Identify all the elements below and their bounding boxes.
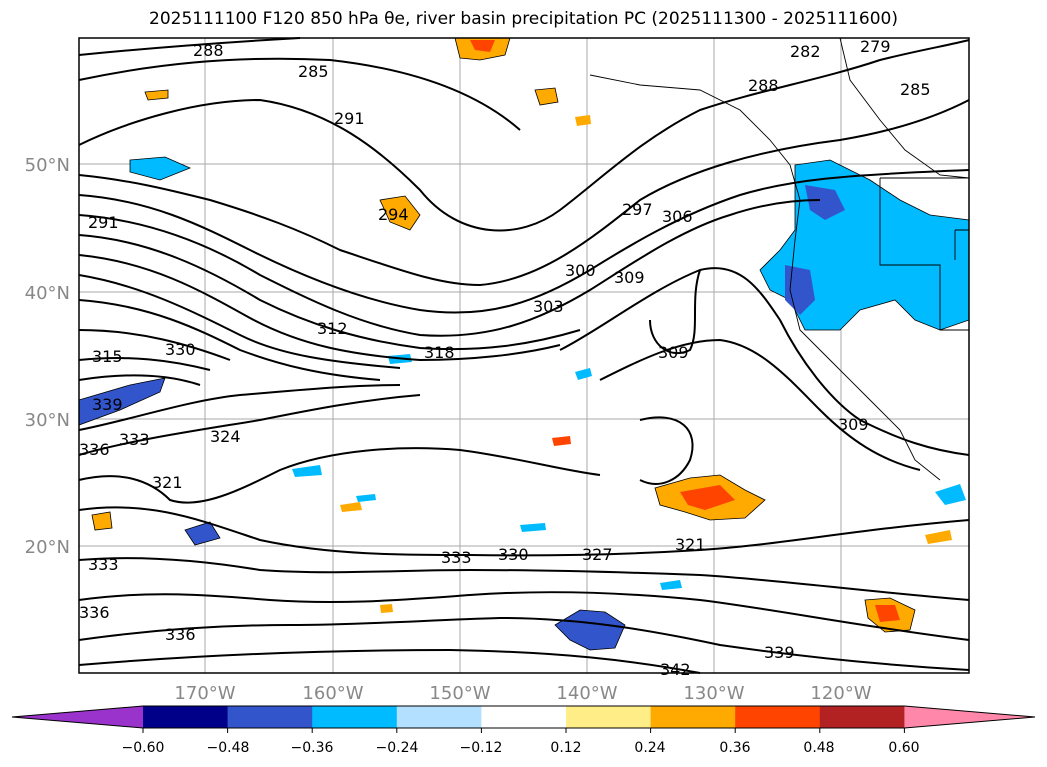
contour-label: 330 [165,340,196,359]
lat-label: 50°N [25,155,70,176]
lat-label: 20°N [25,537,70,558]
colorbar-extend-low [12,706,143,728]
colorbar-tick-label: 0.24 [634,740,665,756]
contour-labels: 288 285 291 282 279 288 285 291 294 297 … [79,37,931,679]
contour-label: 339 [92,395,123,414]
contour-label: 285 [900,80,931,99]
contour-label: 321 [675,535,706,554]
contour-label: 333 [88,555,119,574]
colorbar-extend-high [904,706,1035,728]
lat-axis-labels: 50°N 40°N 30°N 20°N [25,155,70,558]
colorbar-tick-label: −0.24 [376,740,419,756]
contour-label: 291 [334,109,365,128]
contour-label: 285 [298,62,329,81]
colorbar-tick-label: −0.48 [207,740,250,756]
colorbar [11,705,1036,733]
colorbar-bin [143,706,229,728]
colorbar-bin [819,706,905,728]
contour-label: 336 [79,440,110,459]
colorbar-tick-label: 0.60 [888,740,919,756]
lat-label: 30°N [25,410,70,431]
contour-label: 282 [790,42,821,61]
contour-label: 309 [838,415,869,434]
contour-label: 333 [441,548,472,567]
contour-label: 288 [748,76,779,95]
contour-label: 339 [764,643,795,662]
colorbar-tick-labels: −0.60 −0.48 −0.36 −0.24 −0.12 0.12 0.24 … [122,740,920,756]
contour-label: 315 [92,347,123,366]
contour-label: 303 [533,297,564,316]
precip-positive-areas [91,37,952,633]
colorbar-bin [481,706,567,728]
colorbar-bin [566,706,652,728]
contour-label: 324 [210,427,241,446]
precip-negative-areas [78,156,970,651]
contour-label: 309 [658,343,689,362]
map-area [79,38,969,673]
contour-label: 309 [614,268,645,287]
contour-label: 342 [660,660,691,679]
contour-label: 279 [860,37,891,56]
contour-label: 294 [378,205,409,224]
colorbar-bin [396,706,482,728]
contour-label: 288 [193,41,224,60]
contour-label: 300 [565,261,596,280]
contour-label: 321 [152,473,183,492]
colorbar-tick-label: 0.48 [803,740,834,756]
lon-label: 140°W [556,683,617,704]
colorbar-bin [312,706,398,728]
map-title: 2025111100 F120 850 hPa θe, river basin … [149,9,898,29]
lon-axis-labels: 170°W 160°W 150°W 140°W 130°W 120°W [174,683,871,704]
contour-label: 312 [317,319,348,338]
lat-label: 40°N [25,283,70,304]
map-frame [78,37,970,674]
contour-label: 330 [498,545,529,564]
colorbar-tick-label: 0.12 [550,740,581,756]
lon-label: 130°W [683,683,744,704]
contour-label: 336 [165,625,196,644]
contour-label: 333 [119,430,150,449]
lon-label: 150°W [429,683,490,704]
lon-label: 160°W [302,683,363,704]
lon-label: 120°W [810,683,871,704]
lon-label: 170°W [174,683,235,704]
colorbar-bin [650,706,736,728]
colorbar-tick-label: 0.36 [719,740,750,756]
contour-label: 297 [622,200,653,219]
colorbar-tick-label: −0.36 [291,740,334,756]
contour-label: 318 [424,343,455,362]
contour-label: 291 [88,213,119,232]
contour-label: 306 [662,207,693,226]
colorbar-bin [227,706,313,728]
contour-label: 327 [582,545,613,564]
contour-label: 336 [79,603,110,622]
coastlines [589,37,970,481]
colorbar-tick-label: −0.12 [460,740,503,756]
colorbar-tick-label: −0.60 [122,740,165,756]
theta-e-contours [78,37,970,674]
colorbar-bin [735,706,821,728]
